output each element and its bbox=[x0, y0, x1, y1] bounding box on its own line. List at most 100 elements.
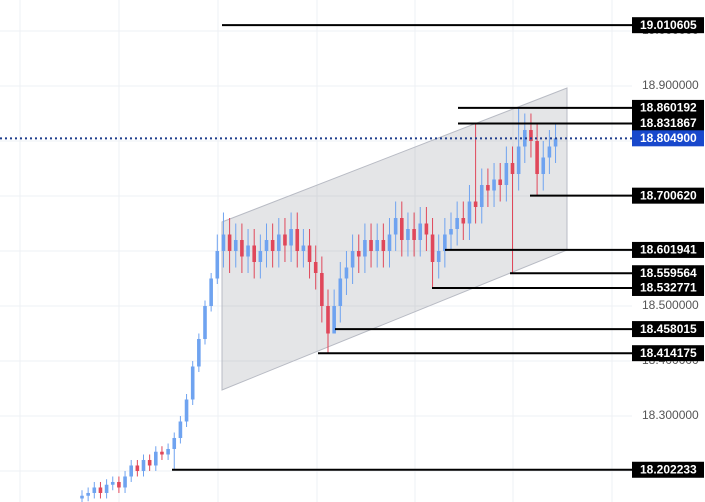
candle-body bbox=[283, 234, 287, 246]
candle-body bbox=[510, 163, 515, 175]
level-label: 18.458015 bbox=[640, 322, 697, 336]
level-label-box bbox=[632, 279, 704, 296]
candle-body bbox=[529, 130, 533, 142]
candle-body bbox=[295, 229, 300, 251]
candle-body bbox=[264, 240, 269, 251]
candle-body bbox=[123, 476, 127, 488]
channel bbox=[221, 87, 568, 391]
candle-body bbox=[326, 305, 330, 334]
last-price-box bbox=[632, 130, 704, 147]
candle-body bbox=[203, 305, 207, 339]
candle-body bbox=[338, 278, 343, 306]
level-label-box bbox=[632, 187, 704, 204]
candle-body bbox=[492, 179, 496, 191]
candle-body bbox=[516, 146, 521, 175]
level-label: 18.860192 bbox=[640, 101, 697, 115]
level-label-box bbox=[632, 115, 704, 132]
candle-body bbox=[504, 163, 509, 186]
candle-body bbox=[289, 229, 293, 246]
candle-body bbox=[252, 245, 256, 262]
candle-body bbox=[141, 459, 146, 471]
candle-body bbox=[233, 240, 238, 251]
candle-body bbox=[307, 245, 312, 262]
level-label-box bbox=[632, 321, 704, 338]
level-label-box bbox=[632, 17, 704, 34]
candle-body bbox=[535, 141, 539, 175]
level-label: 18.601941 bbox=[640, 243, 697, 257]
candles bbox=[80, 107, 558, 502]
level-label: 18.202233 bbox=[640, 462, 697, 476]
level-label-box bbox=[632, 99, 704, 116]
candle-body bbox=[400, 218, 404, 241]
candle-body bbox=[172, 437, 177, 449]
candle-body bbox=[320, 272, 324, 306]
candle-body bbox=[547, 146, 552, 158]
candle-body bbox=[197, 338, 201, 367]
level-label: 18.532771 bbox=[640, 281, 697, 295]
level-label-box bbox=[632, 461, 704, 478]
candle-body bbox=[166, 448, 170, 455]
candle-body bbox=[436, 251, 441, 262]
candle-body bbox=[240, 240, 244, 257]
candle-body bbox=[221, 234, 226, 251]
candle-body bbox=[430, 234, 435, 262]
candle-body bbox=[344, 267, 349, 279]
candle-body bbox=[135, 465, 140, 471]
candle-body bbox=[363, 240, 367, 257]
candle-body bbox=[129, 465, 133, 477]
candle-body bbox=[424, 223, 429, 235]
level-label-box bbox=[632, 345, 704, 362]
level-label: 19.010605 bbox=[640, 18, 697, 32]
candle-body bbox=[461, 218, 466, 224]
y-tick-label: 18.300000 bbox=[642, 408, 699, 422]
candle-body bbox=[467, 201, 472, 224]
candle-body bbox=[178, 421, 183, 438]
candle-body bbox=[553, 138, 558, 147]
candle-body bbox=[523, 130, 527, 147]
candle-body bbox=[375, 240, 379, 251]
candle-body bbox=[258, 251, 263, 262]
candle-body bbox=[473, 201, 478, 208]
candle-body bbox=[92, 487, 97, 493]
level-label: 18.700620 bbox=[640, 188, 697, 202]
candle-body bbox=[270, 240, 275, 251]
level-label-box bbox=[632, 241, 704, 258]
candle-body bbox=[80, 495, 84, 499]
candle-body bbox=[412, 229, 416, 241]
candle-body bbox=[418, 223, 423, 241]
candle-body bbox=[393, 218, 398, 235]
candle-body bbox=[313, 261, 318, 273]
candle-body bbox=[486, 185, 490, 191]
y-tick-label: 18.900000 bbox=[642, 78, 699, 92]
candle-body bbox=[277, 234, 281, 251]
candle-body bbox=[356, 251, 361, 257]
candle-body bbox=[301, 245, 306, 251]
level-label: 18.559564 bbox=[640, 266, 697, 280]
candle-body bbox=[381, 240, 386, 251]
candle-body bbox=[104, 484, 109, 493]
candle-body bbox=[541, 157, 546, 175]
candle-body bbox=[387, 234, 392, 251]
candle-body bbox=[406, 229, 410, 241]
level-label: 18.831867 bbox=[640, 116, 697, 130]
candle-body bbox=[190, 366, 195, 400]
candle-body bbox=[160, 451, 164, 455]
candle-body bbox=[369, 240, 373, 251]
candle-body bbox=[246, 245, 250, 257]
candle-body bbox=[215, 251, 220, 279]
candle-body bbox=[227, 234, 232, 251]
last-price-label: 18.804900 bbox=[640, 131, 697, 145]
candle-body bbox=[443, 234, 447, 251]
level-label: 18.414175 bbox=[640, 346, 697, 360]
candle-body bbox=[147, 459, 152, 466]
y-tick-label: 18.500000 bbox=[642, 298, 699, 312]
candle-body bbox=[209, 278, 213, 306]
candle-body bbox=[110, 481, 115, 485]
candle-body bbox=[350, 251, 355, 268]
candle-body bbox=[332, 305, 336, 334]
candle-body bbox=[184, 399, 189, 422]
candle-body bbox=[498, 179, 502, 186]
